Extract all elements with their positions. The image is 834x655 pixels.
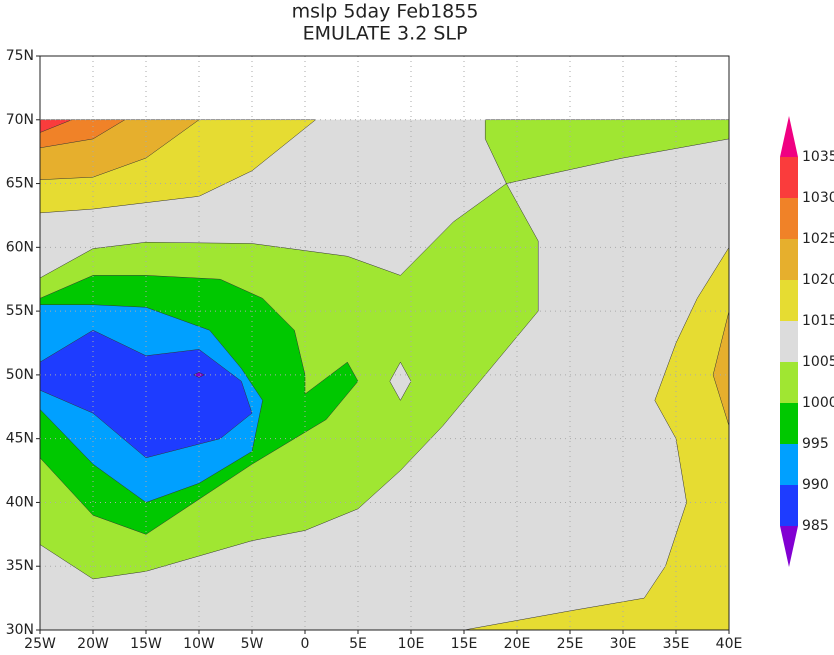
colorbar-segment bbox=[780, 403, 798, 444]
x-tick-label: 35E bbox=[663, 636, 690, 651]
colorbar-segment bbox=[780, 362, 798, 403]
colorbar-segment bbox=[780, 321, 798, 362]
colorbar-label: 1020 bbox=[802, 272, 834, 288]
y-tick-label: 70N bbox=[6, 112, 34, 128]
x-tick-label: 25W bbox=[24, 636, 56, 651]
contour-region bbox=[193, 372, 205, 378]
colorbar-under bbox=[780, 526, 798, 567]
x-tick-label: 10W bbox=[183, 636, 215, 651]
colorbar-label: 1005 bbox=[802, 354, 834, 370]
colorbar-label: 985 bbox=[802, 518, 829, 534]
colorbar-label: 1015 bbox=[802, 313, 834, 329]
x-tick-label: 30E bbox=[610, 636, 637, 651]
contour-region bbox=[39, 329, 253, 459]
x-tick-label: 15W bbox=[130, 636, 162, 651]
contour-region bbox=[389, 361, 412, 401]
x-tick-label: 25E bbox=[557, 636, 584, 651]
colorbar-segment bbox=[780, 280, 798, 321]
y-tick-label: 75N bbox=[6, 48, 34, 64]
chart-subtitle: EMULATE 3.2 SLP bbox=[303, 23, 468, 45]
y-tick-label: 40N bbox=[6, 494, 34, 510]
x-tick-label: 10E bbox=[398, 636, 425, 651]
colorbar-over bbox=[780, 116, 798, 157]
colorbar-segment bbox=[780, 198, 798, 239]
x-tick-label: 20E bbox=[504, 636, 531, 651]
y-tick-label: 30N bbox=[6, 622, 34, 638]
colorbar-segment bbox=[780, 485, 798, 526]
y-tick-label: 45N bbox=[6, 431, 34, 447]
y-tick-label: 35N bbox=[6, 558, 34, 574]
x-tick-label: 40E bbox=[716, 636, 743, 651]
x-tick-label: 15E bbox=[451, 636, 478, 651]
colorbar-label: 995 bbox=[802, 436, 829, 452]
colorbar-label: 990 bbox=[802, 477, 829, 493]
colorbar-segment bbox=[780, 444, 798, 485]
plot-frame bbox=[39, 55, 730, 631]
y-tick-label: 55N bbox=[6, 303, 34, 319]
x-tick-label: 0 bbox=[301, 636, 310, 651]
y-tick-label: 60N bbox=[6, 239, 34, 255]
colorbar-segment bbox=[780, 239, 798, 280]
colorbar-segment bbox=[780, 157, 798, 198]
colorbar-label: 1030 bbox=[802, 190, 834, 206]
y-tick-label: 50N bbox=[6, 367, 34, 383]
y-tick-label: 65N bbox=[6, 176, 34, 192]
colorbar-label: 1000 bbox=[802, 395, 834, 411]
colorbar-label: 1035 bbox=[802, 149, 834, 165]
chart-title: mslp 5day Feb1855 bbox=[292, 1, 479, 23]
x-tick-label: 5W bbox=[241, 636, 264, 651]
x-tick-label: 5E bbox=[349, 636, 367, 651]
x-tick-label: 20W bbox=[77, 636, 109, 651]
colorbar-label: 1025 bbox=[802, 231, 834, 247]
